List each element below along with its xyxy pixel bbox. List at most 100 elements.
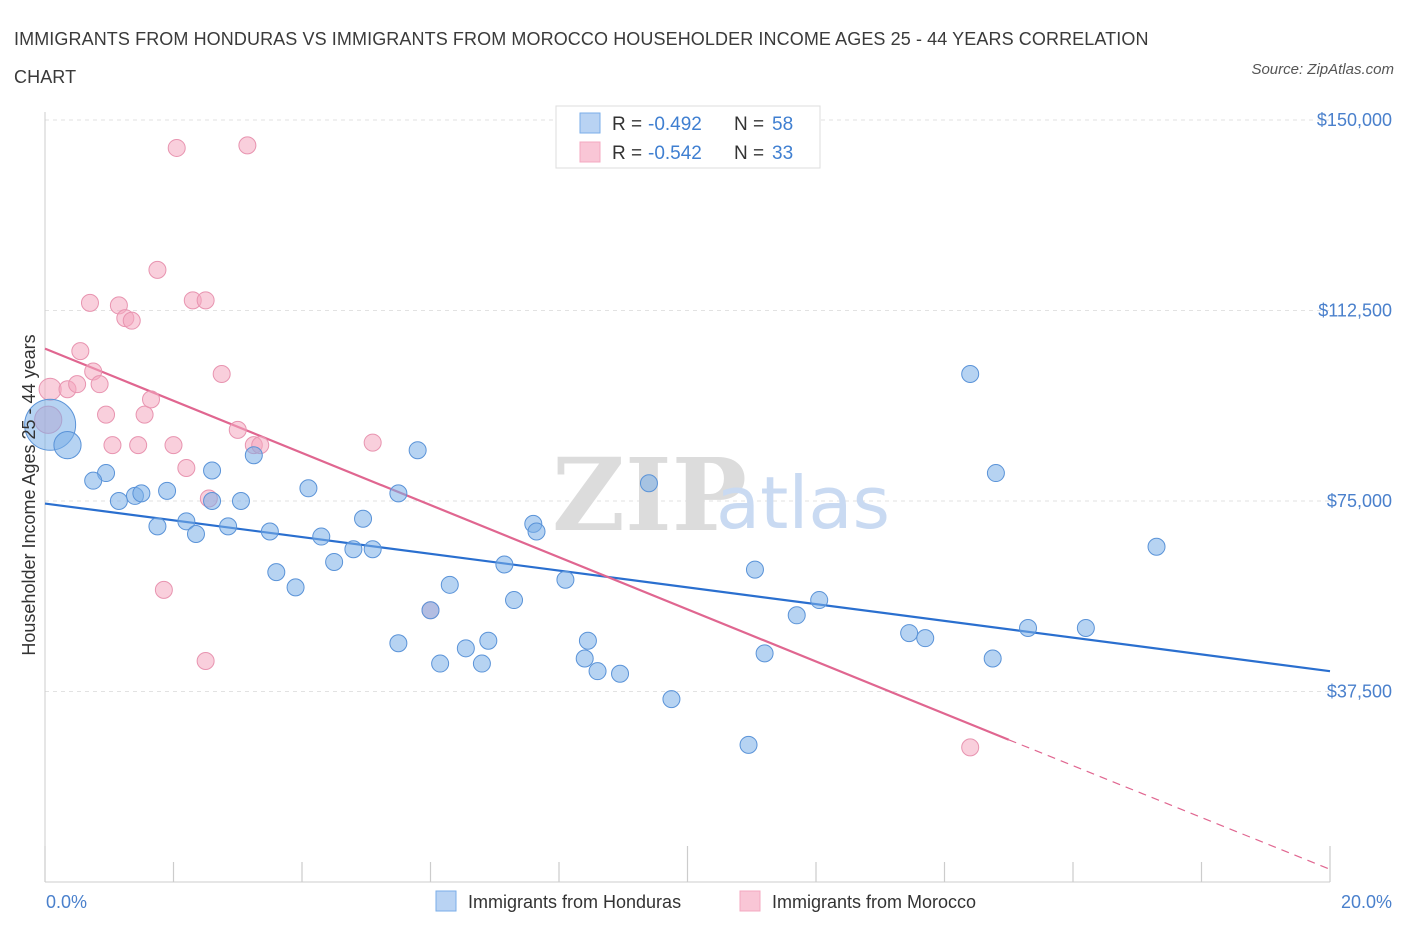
y-tick-labels: $37,500 $75,000 $112,500 $150,000 [1317, 110, 1392, 702]
data-point-morocco [142, 390, 161, 409]
data-point-morocco [97, 405, 116, 424]
data-point-honduras [231, 492, 250, 510]
data-point-honduras [639, 474, 658, 493]
data-point-honduras [421, 601, 440, 620]
y-tick-label: $150,000 [1317, 110, 1392, 130]
data-point-honduras [177, 512, 196, 531]
data-point-morocco [196, 652, 215, 671]
x-tick-label: 20.0% [1341, 892, 1392, 912]
y-tick-label: $75,000 [1327, 491, 1392, 511]
data-point-honduras [286, 578, 305, 597]
data-point-morocco [154, 580, 173, 599]
series-legend-label-honduras: Immigrants from Honduras [468, 892, 681, 912]
data-point-morocco [238, 136, 257, 155]
data-point-honduras [810, 591, 829, 610]
data-point-honduras [267, 563, 286, 582]
data-point-honduras [260, 522, 279, 541]
legend-n-label-morocco: N = [734, 143, 764, 164]
data-point-morocco [80, 293, 99, 312]
grid-lines [45, 119, 1330, 692]
legend-swatch-honduras [579, 112, 601, 134]
trend-line-honduras [44, 502, 1331, 673]
data-point-morocco [135, 405, 154, 424]
legend-swatch-morocco [579, 141, 601, 163]
legend-n-value-honduras: 58 [772, 114, 793, 135]
data-point-honduras [325, 552, 344, 571]
axes [44, 112, 1331, 883]
watermark: ZIP atlas [552, 436, 890, 554]
legend-n-label-honduras: N = [734, 114, 764, 135]
data-point-honduras [900, 624, 919, 643]
data-point-honduras [961, 365, 980, 383]
data-point-honduras [389, 634, 408, 653]
legend-r-value-honduras: -0.492 [648, 114, 702, 135]
data-point-honduras [1076, 619, 1095, 637]
data-point-honduras [578, 631, 597, 650]
data-point-honduras [344, 540, 363, 559]
data-point-honduras [472, 654, 491, 673]
data-point-honduras [354, 509, 373, 528]
series-legend-label-morocco: Immigrants from Morocco [772, 892, 976, 912]
data-point-honduras [787, 606, 806, 625]
data-point-morocco [71, 342, 90, 361]
data-point-honduras [203, 461, 222, 480]
data-point-morocco [68, 375, 87, 394]
data-point-honduras [1147, 537, 1166, 556]
data-point-honduras [132, 484, 151, 503]
data-point-honduras [244, 446, 263, 465]
data-point-honduras [916, 629, 935, 648]
data-point-morocco [148, 260, 167, 279]
watermark-zip: ZIP [552, 436, 747, 554]
data-point-morocco [167, 138, 186, 157]
data-point-honduras [299, 479, 318, 498]
data-point-honduras [739, 735, 758, 754]
data-point-morocco [122, 311, 141, 330]
data-point-honduras [588, 662, 607, 681]
data-point-honduras [983, 649, 1002, 668]
data-point-honduras [986, 464, 1005, 483]
y-tick-label: $112,500 [1318, 301, 1392, 321]
data-point-morocco [38, 377, 62, 401]
legend-r-label-honduras: R = [612, 114, 642, 135]
data-point-honduras [1019, 619, 1038, 637]
trend-lines [44, 347, 1331, 870]
trend-line-morocco-extension [1008, 739, 1331, 870]
data-point-honduras [575, 649, 594, 668]
data-point-honduras [505, 591, 524, 610]
data-point-honduras [158, 481, 177, 500]
data-point-morocco [228, 420, 247, 439]
data-point-morocco [129, 436, 148, 455]
data-point-honduras [203, 492, 222, 510]
correlation-legend: R = -0.492 N = 58 R = -0.542 N = 33 [555, 105, 821, 169]
chart-source: Source: ZipAtlas.com [1251, 61, 1394, 78]
legend-r-value-morocco: -0.542 [648, 143, 702, 164]
data-point-honduras [662, 690, 681, 709]
data-point-honduras [219, 517, 238, 536]
data-point-morocco [961, 738, 980, 757]
data-point-honduras [408, 441, 427, 460]
data-point-honduras [556, 570, 575, 589]
y-axis-label: Householder Income Ages 25 - 44 years [19, 334, 39, 655]
data-point-honduras [363, 540, 382, 559]
legend-r-label-morocco: R = [612, 143, 642, 164]
x-tick-labels: 0.0% 20.0% [46, 892, 1392, 912]
chart-title: IMMIGRANTS FROM HONDURAS VS IMMIGRANTS F… [14, 29, 1149, 87]
data-point-honduras [84, 471, 103, 490]
data-point-morocco [212, 365, 231, 383]
data-point-honduras [109, 492, 128, 510]
watermark-atlas: atlas [716, 461, 890, 545]
series-legend-swatch-honduras [435, 890, 457, 912]
trend-line-morocco [44, 347, 1010, 741]
data-point-morocco [177, 458, 196, 477]
data-point-honduras [440, 575, 459, 594]
data-point-honduras [389, 484, 408, 503]
data-points [24, 136, 1166, 757]
data-point-honduras [495, 555, 514, 574]
data-point-honduras [611, 664, 630, 683]
data-point-honduras [755, 644, 774, 663]
data-point-honduras [186, 525, 205, 544]
series-legend-swatch-morocco [739, 890, 761, 912]
data-point-honduras [53, 431, 82, 460]
data-point-honduras [479, 631, 498, 650]
